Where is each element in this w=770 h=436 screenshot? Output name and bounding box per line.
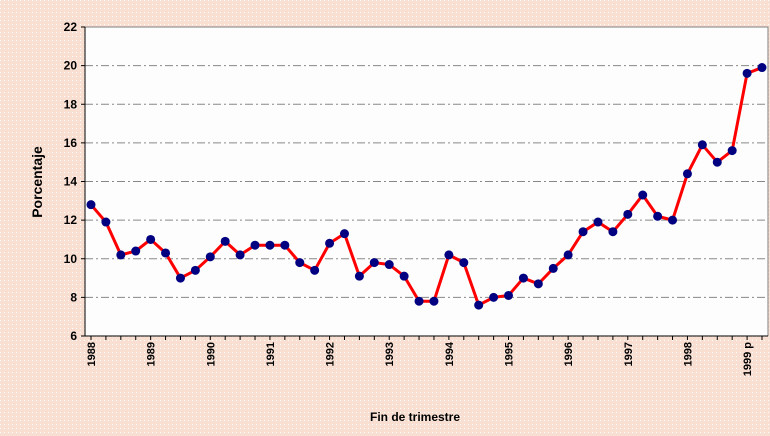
y-tick-label: 6 — [70, 329, 77, 343]
data-point — [668, 215, 678, 225]
data-point — [205, 252, 215, 262]
data-point — [86, 200, 96, 210]
data-point — [682, 169, 692, 179]
x-tick-label: 1999 p — [742, 342, 754, 377]
data-point — [384, 260, 394, 270]
data-point — [280, 240, 290, 250]
data-point — [533, 279, 543, 289]
x-tick-label: 1992 — [325, 342, 337, 366]
data-point — [354, 271, 364, 281]
data-point — [474, 300, 484, 310]
x-tick-label: 1988 — [86, 342, 98, 366]
data-point — [220, 236, 230, 246]
x-tick-label: 1996 — [563, 342, 575, 366]
data-point — [146, 234, 156, 244]
x-tick-label: 1995 — [504, 342, 516, 366]
data-point — [727, 146, 737, 156]
y-tick-label: 20 — [64, 59, 78, 73]
y-tick-label: 18 — [64, 97, 78, 111]
data-point — [578, 227, 588, 237]
x-tick-label: 1991 — [265, 342, 277, 366]
x-axis-title: Fin de trimestre — [370, 410, 460, 424]
data-point — [325, 238, 335, 248]
data-point — [489, 292, 499, 302]
y-axis-title: Porcentaje — [29, 146, 45, 218]
data-point — [712, 157, 722, 167]
data-point — [548, 263, 558, 273]
x-tick-label: 1998 — [682, 342, 694, 366]
data-point — [295, 258, 305, 268]
data-point — [399, 271, 409, 281]
data-line — [89, 66, 763, 307]
data-point — [101, 217, 111, 227]
data-point — [310, 265, 320, 275]
data-point — [429, 296, 439, 306]
data-point — [414, 296, 424, 306]
data-point — [593, 217, 603, 227]
data-point — [518, 273, 528, 283]
y-tick-label: 12 — [64, 213, 78, 227]
data-point — [638, 190, 648, 200]
x-tick-label: 1993 — [384, 342, 396, 366]
data-point — [161, 248, 171, 258]
x-tick-label: 1997 — [623, 342, 635, 366]
data-point — [369, 258, 379, 268]
data-point — [697, 140, 707, 150]
data-point — [175, 273, 185, 283]
data-point — [563, 250, 573, 260]
data-point — [757, 63, 767, 73]
data-point — [235, 250, 245, 260]
data-point — [608, 227, 618, 237]
data-point — [459, 258, 469, 268]
data-point — [504, 290, 514, 300]
y-tick-label: 16 — [64, 136, 78, 150]
data-point — [116, 250, 126, 260]
x-tick-label: 1994 — [444, 341, 456, 366]
y-tick-label: 14 — [64, 175, 78, 189]
y-tick-label: 10 — [64, 252, 78, 266]
data-point — [653, 211, 663, 221]
y-tick-label: 8 — [70, 290, 77, 304]
data-point — [131, 246, 141, 256]
x-tick-label: 1989 — [146, 342, 158, 366]
x-tick-label: 1990 — [205, 342, 217, 366]
data-point — [742, 68, 752, 78]
data-point — [339, 229, 349, 239]
data-point — [190, 265, 200, 275]
y-tick-label: 22 — [64, 20, 78, 34]
data-point — [623, 209, 633, 219]
data-point — [444, 250, 454, 260]
data-point — [250, 240, 260, 250]
data-point — [265, 240, 275, 250]
